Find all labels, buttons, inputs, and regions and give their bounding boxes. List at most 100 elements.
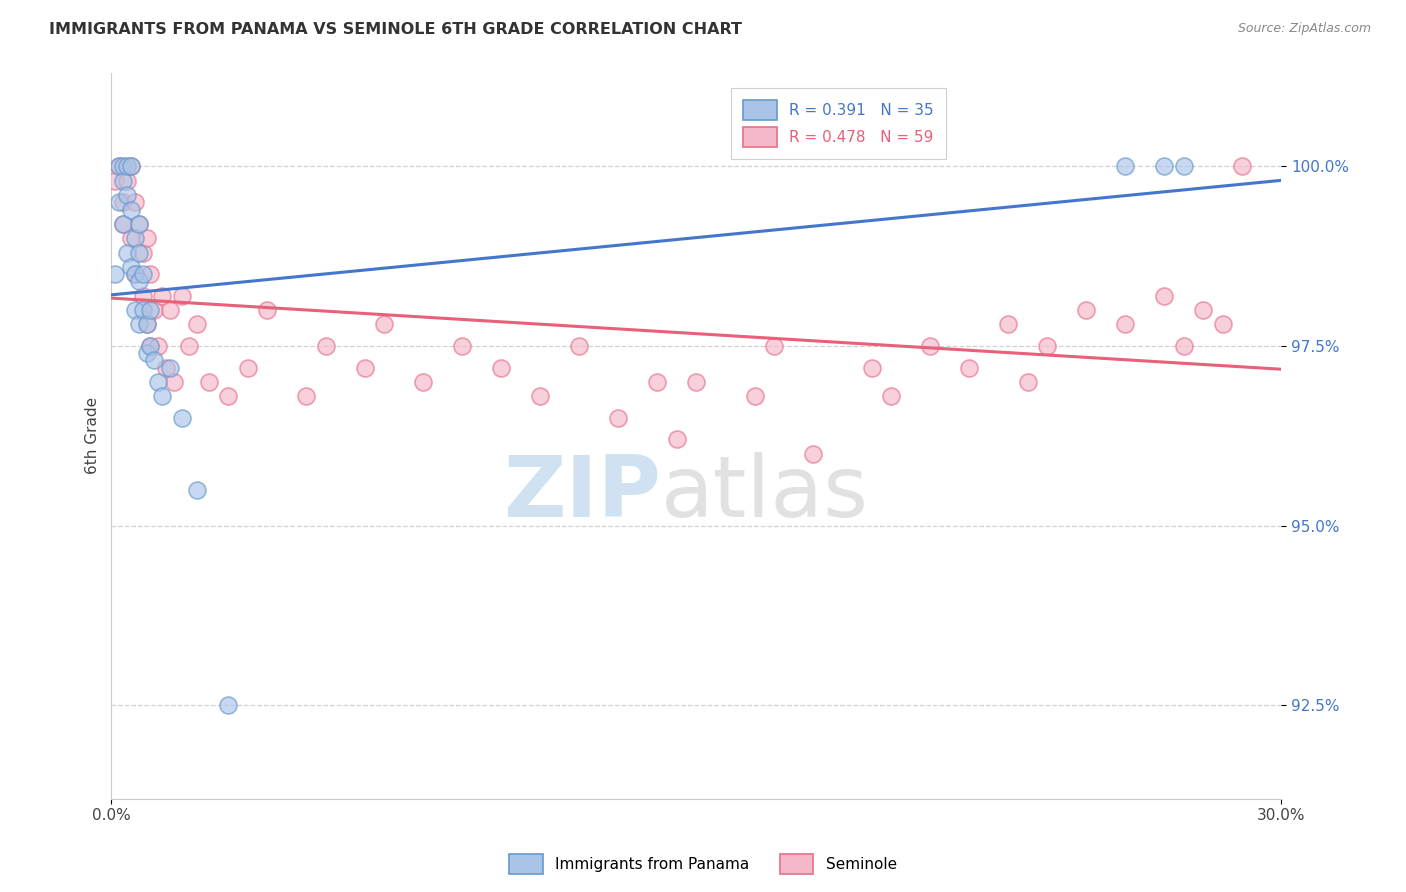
Point (1114, 160, 1136, 174)
Point (128, 274, 150, 288)
Point (170, 289, 193, 303)
Point (128, 217, 150, 231)
Point (1212, 318, 1234, 332)
Text: Source: ZipAtlas.com: Source: ZipAtlas.com (1237, 22, 1371, 36)
Point (131, 267, 153, 281)
Point (139, 339, 162, 353)
Text: ZIP: ZIP (503, 452, 661, 535)
Point (1192, 303, 1215, 318)
Point (997, 318, 1019, 332)
Point (801, 447, 824, 461)
Legend: R = 0.391   N = 35, R = 0.478   N = 59: R = 0.391 N = 35, R = 0.478 N = 59 (731, 88, 946, 160)
Point (186, 483, 208, 497)
Point (104, 267, 127, 281)
Point (112, 195, 135, 210)
Point (128, 318, 150, 332)
Point (143, 353, 166, 368)
Point (568, 339, 591, 353)
Point (135, 318, 157, 332)
Point (115, 174, 138, 188)
Point (150, 289, 173, 303)
Point (163, 375, 186, 389)
Point (155, 360, 177, 375)
Point (217, 698, 239, 713)
Point (1036, 339, 1059, 353)
Point (148, 339, 170, 353)
Point (120, 202, 142, 217)
Point (112, 174, 135, 188)
Point (412, 375, 434, 389)
Point (957, 360, 980, 375)
Point (120, 260, 142, 274)
Point (148, 375, 170, 389)
Point (491, 360, 513, 375)
Point (104, 174, 127, 188)
Point (256, 303, 278, 318)
Point (115, 188, 138, 202)
Point (124, 195, 146, 210)
Point (124, 303, 146, 318)
Point (135, 318, 157, 332)
Point (179, 339, 201, 353)
Point (115, 160, 138, 174)
Point (124, 267, 146, 281)
Point (1114, 318, 1136, 332)
Point (124, 231, 146, 245)
Point (170, 411, 193, 425)
Point (124, 267, 146, 281)
Point (108, 195, 131, 210)
Point (685, 375, 707, 389)
Point (131, 303, 153, 318)
Point (159, 360, 181, 375)
Point (373, 318, 395, 332)
Point (108, 160, 131, 174)
Point (115, 245, 138, 260)
Point (529, 389, 551, 403)
Point (120, 160, 142, 174)
Point (763, 339, 786, 353)
Point (295, 389, 318, 403)
Text: atlas: atlas (661, 452, 869, 535)
Point (1173, 339, 1195, 353)
Point (131, 245, 153, 260)
Point (112, 217, 135, 231)
Point (150, 389, 173, 403)
Point (135, 231, 157, 245)
Point (744, 389, 766, 403)
Point (128, 245, 150, 260)
Point (120, 231, 142, 245)
Point (217, 389, 239, 403)
Point (645, 375, 668, 389)
Point (143, 303, 166, 318)
Point (139, 303, 162, 318)
Point (607, 411, 630, 425)
Point (198, 375, 221, 389)
Point (880, 389, 903, 403)
Point (135, 346, 157, 360)
Point (139, 267, 162, 281)
Point (1230, 160, 1253, 174)
Point (1153, 160, 1175, 174)
Y-axis label: 6th Grade: 6th Grade (86, 397, 100, 475)
Point (451, 339, 474, 353)
Point (353, 360, 375, 375)
Point (920, 339, 942, 353)
Point (1173, 160, 1195, 174)
Legend: Immigrants from Panama, Seminole: Immigrants from Panama, Seminole (503, 848, 903, 880)
Point (860, 360, 883, 375)
Point (236, 360, 259, 375)
Point (1076, 303, 1098, 318)
Point (186, 318, 208, 332)
Point (1153, 289, 1175, 303)
Point (1017, 375, 1039, 389)
Point (112, 217, 135, 231)
Point (159, 303, 181, 318)
Point (315, 339, 337, 353)
Point (128, 217, 150, 231)
Point (131, 289, 153, 303)
Point (665, 433, 688, 447)
Point (112, 160, 135, 174)
Text: IMMIGRANTS FROM PANAMA VS SEMINOLE 6TH GRADE CORRELATION CHART: IMMIGRANTS FROM PANAMA VS SEMINOLE 6TH G… (49, 22, 742, 37)
Point (108, 160, 131, 174)
Point (120, 160, 142, 174)
